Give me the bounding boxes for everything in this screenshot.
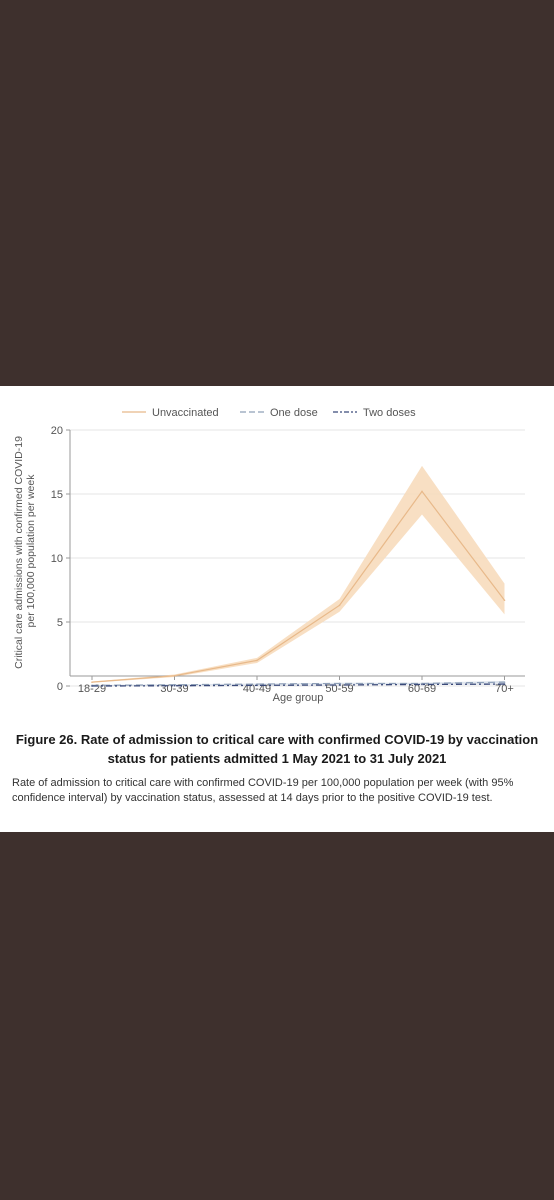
x-tick-label: 70+ xyxy=(495,683,514,695)
y-axis-label: Critical care admissions with confirmed … xyxy=(13,433,37,669)
figure-caption-title: Figure 26. Rate of admission to critical… xyxy=(15,732,539,766)
series-lines xyxy=(91,490,506,687)
report-page: 0 5 10 15 20 18-29 30-39 40-49 50-59 60-69 70+ Unv… xyxy=(0,386,554,832)
data-point xyxy=(256,659,258,662)
data-point xyxy=(338,604,341,607)
data-point xyxy=(503,681,506,683)
y-tick-label: 10 xyxy=(51,553,63,565)
series-line-unvaccinated xyxy=(91,490,505,683)
data-point xyxy=(503,683,506,685)
legend-label: Two doses xyxy=(363,407,416,419)
y-tick-label: 20 xyxy=(51,425,63,437)
x-tick-label: 60-69 xyxy=(408,683,436,695)
data-point xyxy=(173,684,176,687)
series-line-two-doses xyxy=(91,683,505,687)
ci-band-two-doses xyxy=(92,683,505,686)
data-point xyxy=(256,684,258,687)
y-tick-label: 15 xyxy=(51,489,63,501)
data-point xyxy=(256,683,258,685)
data-point xyxy=(338,684,341,686)
legend-label: One dose xyxy=(270,407,318,419)
data-point xyxy=(91,685,93,687)
x-tick-label: 18-29 xyxy=(78,683,106,695)
figure-caption-body: Rate of admission to critical care with … xyxy=(12,777,514,804)
data-point xyxy=(421,683,423,686)
y-axis-label-line-2: per 100,000 population per week xyxy=(25,474,37,628)
legend-label: Unvaccinated xyxy=(152,407,219,419)
gridlines xyxy=(70,429,525,687)
confidence-bands xyxy=(92,465,505,686)
y-tick-label: 0 xyxy=(57,681,63,693)
data-point xyxy=(338,682,341,685)
data-point xyxy=(173,674,176,677)
x-axis-label: Age group xyxy=(273,692,324,704)
x-tick-label: 50-59 xyxy=(325,683,353,695)
data-point xyxy=(91,681,93,683)
y-tick-label: 5 xyxy=(57,617,63,629)
ci-band-unvaccinated xyxy=(92,465,505,683)
legend: Unvaccinated One dose Two doses xyxy=(122,407,416,419)
y-axis-label-line-1: Critical care admissions with confirmed … xyxy=(13,436,25,669)
data-point xyxy=(421,490,423,493)
data-point xyxy=(503,599,506,602)
series-line-one-dose xyxy=(91,681,505,686)
